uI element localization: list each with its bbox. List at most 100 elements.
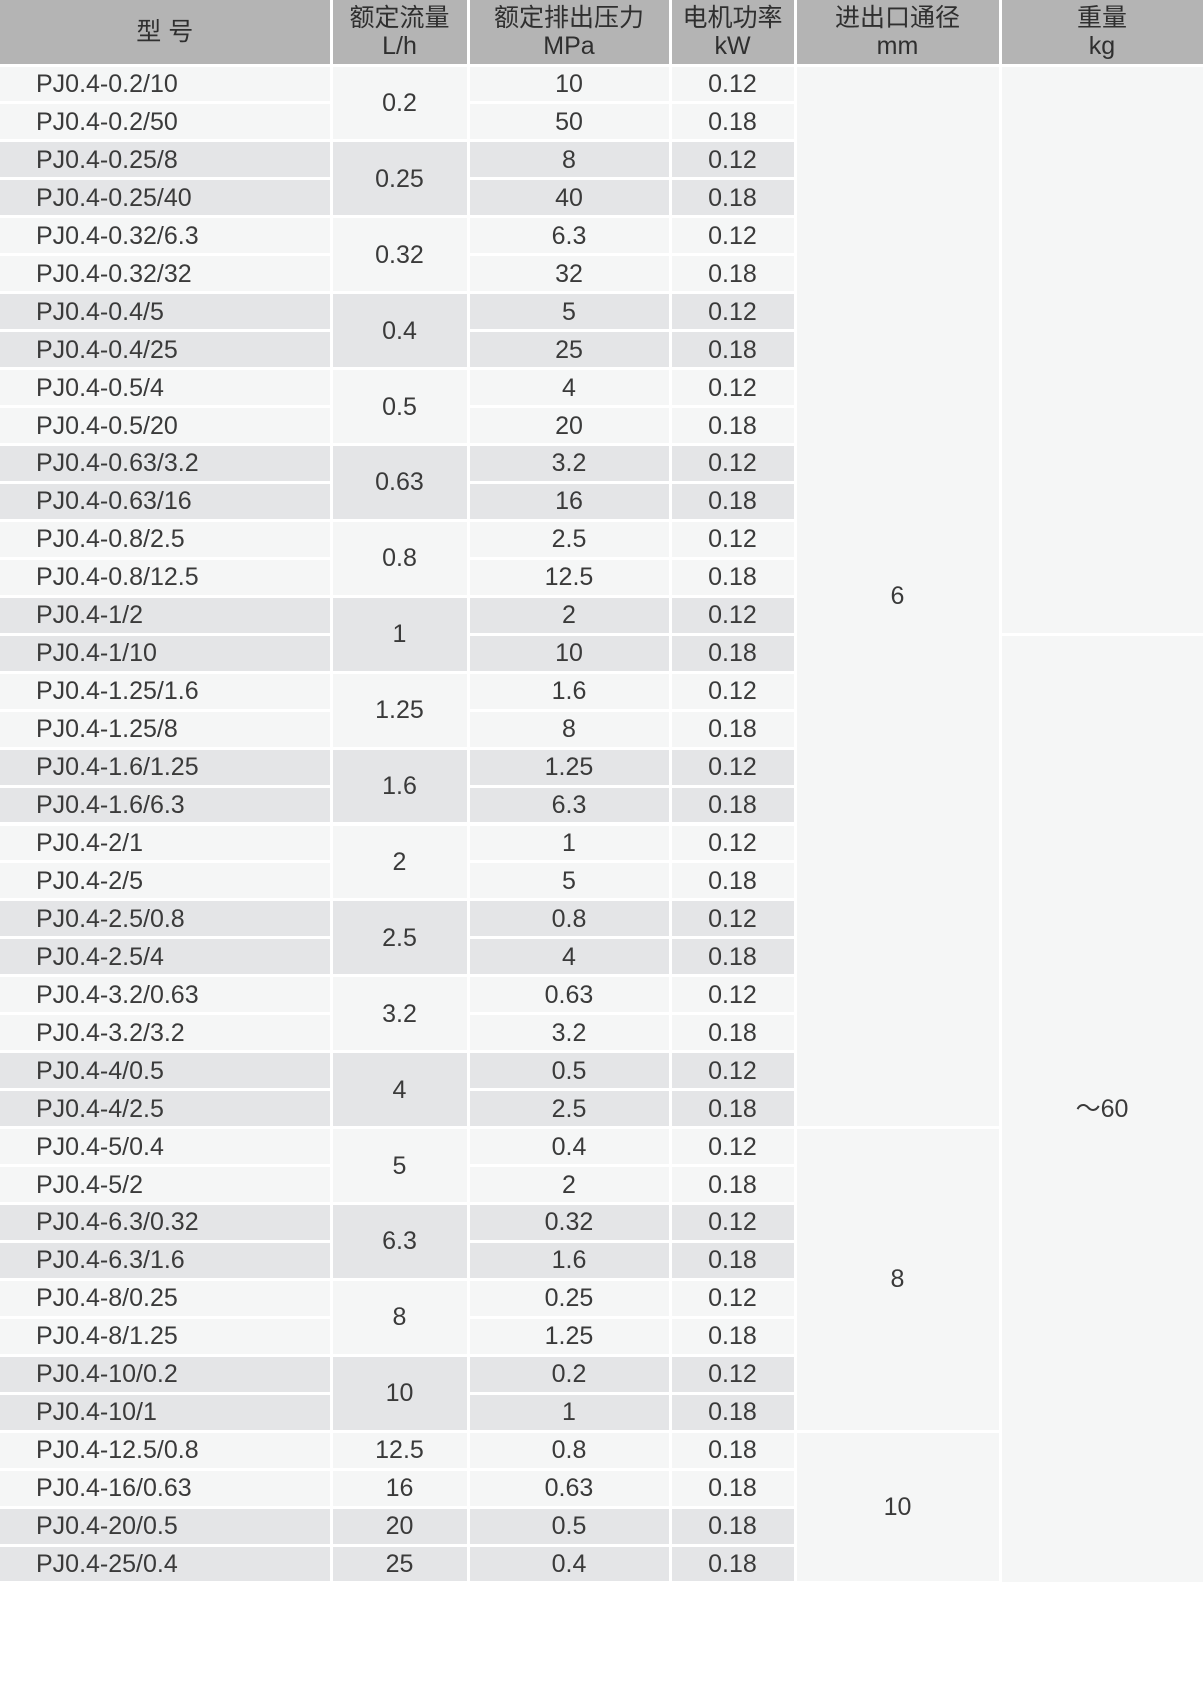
column-header-line1: 重量 [1076, 3, 1127, 32]
power-cell: 0.18 [671, 1167, 794, 1202]
pressure-cell: 1 [469, 825, 669, 861]
model-cell: PJ0.4-2/5 [0, 863, 330, 899]
power-cell: 0.18 [671, 1432, 794, 1468]
flow-cell: 2.5 [332, 901, 467, 975]
diameter-cell: 6 [796, 66, 999, 1127]
power-cell: 0.12 [671, 901, 794, 937]
power-cell: 0.18 [671, 256, 794, 292]
power-cell: 0.12 [671, 977, 794, 1013]
pressure-cell: 6.3 [469, 787, 669, 823]
pressure-cell: 0.63 [469, 977, 669, 1013]
column-header-line1: 额定排出压力 [493, 3, 644, 32]
power-cell: 0.18 [671, 1242, 794, 1278]
power-cell: 0.12 [671, 294, 794, 330]
power-cell: 0.18 [671, 559, 794, 595]
pressure-cell: 32 [469, 256, 669, 292]
model-cell: PJ0.4-0.32/32 [0, 256, 330, 292]
column-header-unit: MPa [543, 31, 595, 60]
power-cell: 0.12 [671, 370, 794, 406]
model-cell: PJ0.4-16/0.63 [0, 1470, 330, 1506]
power-cell: 0.12 [671, 597, 794, 633]
power-cell: 0.18 [671, 1508, 794, 1544]
power-cell: 0.18 [671, 1015, 794, 1051]
model-cell: PJ0.4-0.5/4 [0, 370, 330, 406]
power-cell: 0.12 [671, 66, 794, 102]
model-cell: PJ0.4-0.2/10 [0, 66, 330, 102]
column-header-line1: 型 号 [136, 17, 194, 46]
pressure-cell: 0.4 [469, 1129, 669, 1165]
pressure-cell: 1 [469, 1394, 669, 1430]
power-cell: 0.18 [671, 180, 794, 216]
flow-cell: 0.2 [332, 66, 467, 140]
model-cell: PJ0.4-1.25/1.6 [0, 673, 330, 709]
power-cell: 0.12 [671, 1356, 794, 1392]
model-cell: PJ0.4-10/1 [0, 1394, 330, 1430]
pressure-cell: 5 [469, 863, 669, 899]
pressure-cell: 4 [469, 370, 669, 406]
flow-cell: 5 [332, 1129, 467, 1202]
column-header-flow: 额定流量 L/h [332, 0, 467, 64]
pressure-cell: 0.8 [469, 901, 669, 937]
pressure-cell: 0.8 [469, 1432, 669, 1468]
model-cell: PJ0.4-0.8/12.5 [0, 559, 330, 595]
model-cell: PJ0.4-1.6/6.3 [0, 787, 330, 823]
power-cell: 0.12 [671, 142, 794, 178]
power-cell: 0.12 [671, 521, 794, 557]
pressure-cell: 8 [469, 711, 669, 747]
model-cell: PJ0.4-0.32/6.3 [0, 218, 330, 254]
model-cell: PJ0.4-6.3/0.32 [0, 1205, 330, 1240]
pressure-cell: 0.4 [469, 1546, 669, 1582]
pressure-cell: 8 [469, 142, 669, 178]
flow-cell: 16 [332, 1470, 467, 1506]
pressure-cell: 1.25 [469, 749, 669, 785]
flow-cell: 12.5 [332, 1432, 467, 1468]
power-cell: 0.12 [671, 446, 794, 481]
power-cell: 0.12 [671, 673, 794, 709]
column-header-power: 电机功率 kW [671, 0, 794, 64]
weight-cell [1001, 66, 1203, 633]
flow-cell: 1.25 [332, 673, 467, 747]
power-cell: 0.18 [671, 483, 794, 519]
model-cell: PJ0.4-0.25/8 [0, 142, 330, 178]
power-cell: 0.18 [671, 408, 794, 443]
power-cell: 0.18 [671, 939, 794, 975]
power-cell: 0.12 [671, 1280, 794, 1316]
pressure-cell: 0.5 [469, 1508, 669, 1544]
column-header-diameter: 进出口通径 mm [796, 0, 999, 64]
flow-cell: 20 [332, 1508, 467, 1544]
model-cell: PJ0.4-25/0.4 [0, 1546, 330, 1582]
flow-cell: 0.63 [332, 446, 467, 519]
model-cell: PJ0.4-0.63/3.2 [0, 446, 330, 481]
model-cell: PJ0.4-0.25/40 [0, 180, 330, 216]
column-header-model: 型 号 [0, 0, 330, 64]
pressure-cell: 2 [469, 597, 669, 633]
column-header-line1: 进出口通径 [834, 3, 960, 32]
flow-cell: 10 [332, 1356, 467, 1430]
pressure-cell: 0.25 [469, 1280, 669, 1316]
diameter-cell: 8 [796, 1129, 999, 1430]
pressure-cell: 4 [469, 939, 669, 975]
model-cell: PJ0.4-0.5/20 [0, 408, 330, 443]
power-cell: 0.12 [671, 1053, 794, 1089]
flow-cell: 0.8 [332, 521, 467, 595]
model-cell: PJ0.4-6.3/1.6 [0, 1242, 330, 1278]
column-header-unit: L/h [382, 31, 417, 60]
pressure-cell: 12.5 [469, 559, 669, 595]
column-header-line1: 额定流量 [349, 3, 450, 32]
column-header-unit: mm [876, 31, 919, 60]
model-cell: PJ0.4-5/2 [0, 1167, 330, 1202]
power-cell: 0.12 [671, 749, 794, 785]
pressure-cell: 0.63 [469, 1470, 669, 1506]
flow-cell: 2 [332, 825, 467, 899]
pressure-cell: 50 [469, 104, 669, 140]
pressure-cell: 6.3 [469, 218, 669, 254]
model-cell: PJ0.4-20/0.5 [0, 1508, 330, 1544]
model-cell: PJ0.4-12.5/0.8 [0, 1432, 330, 1468]
pressure-cell: 16 [469, 483, 669, 519]
pressure-cell: 3.2 [469, 1015, 669, 1051]
diameter-cell: 10 [796, 1432, 999, 1582]
pressure-cell: 5 [469, 294, 669, 330]
power-cell: 0.12 [671, 825, 794, 861]
flow-cell: 25 [332, 1546, 467, 1582]
